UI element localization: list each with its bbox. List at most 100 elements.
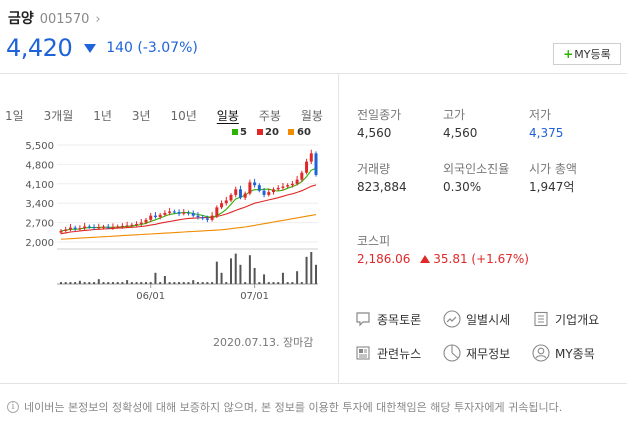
candle-body [149, 215, 153, 220]
volume-bar [277, 282, 280, 284]
stock-name[interactable]: 금양 [8, 11, 34, 27]
tab-3y[interactable]: 3년 [131, 109, 151, 123]
legend-label-5: 5 [240, 127, 247, 138]
y-tick-label: 4,800 [25, 160, 54, 171]
price-row: 4,420 140 (-3.07%) [6, 34, 198, 62]
candle-body [262, 190, 266, 195]
company-overview-link[interactable]: 기업개요 [532, 310, 599, 328]
legend-swatch-20 [257, 129, 263, 135]
volume-bar [168, 282, 171, 284]
candle-body [168, 211, 172, 213]
stock-chart[interactable]: 5 20 60 5,500 4,800 4,100 3,400 2,700 2,000 0… [0, 124, 330, 324]
stock-title[interactable]: 금양 001570 › [8, 8, 101, 28]
candle-body [253, 182, 257, 186]
tab-weekly-candle[interactable]: 주봉 [258, 109, 281, 123]
volume-bar [201, 282, 204, 284]
volume-bar [286, 282, 289, 284]
volume-bar [130, 282, 133, 284]
tab-10y[interactable]: 10년 [170, 109, 197, 123]
candle-body [153, 215, 157, 218]
tab-1d[interactable]: 1일 [5, 109, 24, 123]
low-label: 저가 [529, 108, 552, 122]
candle-body [172, 211, 176, 213]
volume-bar [248, 255, 251, 284]
candle-body [243, 193, 247, 198]
user-icon [532, 344, 550, 362]
market-cap: 시가 총액 1,947억 [529, 160, 577, 196]
tab-1y[interactable]: 1년 [93, 109, 112, 123]
tab-daily-candle[interactable]: 일봉 [216, 109, 239, 123]
chevron-right-icon[interactable]: › [95, 12, 101, 27]
candle-body [177, 212, 181, 214]
candle-body [295, 179, 299, 184]
volume-bar [78, 280, 81, 284]
candle-body [64, 229, 68, 231]
volume-bar [310, 252, 313, 284]
candle-body [135, 223, 139, 225]
candle-body [158, 214, 162, 218]
tab-monthly-candle[interactable]: 월봉 [300, 109, 323, 123]
candle-body [210, 215, 214, 220]
candle-body [286, 185, 290, 187]
related-news-link[interactable]: 관련뉴스 [354, 344, 421, 362]
volume-bar [192, 280, 195, 284]
high-value: 4,560 [443, 126, 478, 140]
tab-3m[interactable]: 3개월 [43, 109, 74, 123]
current-price: 4,420 [6, 34, 73, 62]
daily-price-link[interactable]: 일별시세 [443, 310, 510, 328]
volume-bar [102, 282, 105, 284]
candle-body [130, 224, 134, 226]
volume-bar [225, 282, 228, 284]
candle-body [187, 212, 190, 214]
candle-body [305, 161, 309, 173]
related-news-label: 관련뉴스 [377, 346, 422, 361]
x-axis-ticks: 06/01 07/01 [136, 284, 269, 302]
financial-info-link[interactable]: 재무정보 [443, 344, 510, 362]
volume-bar [74, 282, 77, 284]
disclaimer: i 네이버는 본정보의 정확성에 대해 보증하지 않으며, 본 정보를 이용한 … [7, 399, 562, 415]
legend-swatch-5 [232, 129, 238, 135]
candle-body [120, 225, 124, 227]
trend-icon [443, 310, 461, 328]
candle-body [257, 185, 261, 191]
candle-body [220, 203, 224, 208]
candle-body [224, 200, 228, 204]
volume-bar [97, 279, 100, 284]
candle-body [97, 227, 101, 229]
volume-bar [291, 282, 294, 284]
candle-body [92, 227, 96, 229]
disclaimer-text: 네이버는 본정보의 정확성에 대해 보증하지 않으며, 본 정보를 이용한 투자… [24, 401, 563, 414]
low-value: 4,375 [529, 126, 564, 140]
market-cap-label: 시가 총액 [529, 162, 577, 176]
volume-bar [64, 282, 67, 284]
volume-bar [83, 282, 86, 284]
chart-date: 2020.07.13. 장마감 [213, 336, 314, 349]
candle-body [111, 227, 115, 229]
volume-bar [178, 282, 181, 284]
y-tick-label: 2,000 [25, 238, 54, 249]
candle-body [215, 207, 219, 216]
my-stock-link[interactable]: MY종목 [532, 344, 595, 362]
x-tick-label: 06/01 [136, 291, 165, 302]
foreign-label: 외국인소진율 [443, 162, 510, 176]
discussion-link[interactable]: 종목토론 [354, 310, 421, 328]
my-register-button[interactable]: + MY등록 [553, 43, 621, 65]
candle-body [309, 153, 313, 162]
candle-body [116, 226, 120, 228]
candlesticks [59, 149, 318, 235]
volume-bar [305, 256, 308, 284]
candle-body [276, 187, 280, 190]
volume-bar [215, 261, 218, 284]
volume-bar [244, 282, 247, 284]
candle-body [196, 215, 200, 218]
volume-bar [296, 271, 299, 284]
info-icon: i [7, 401, 19, 413]
volume-bar [135, 282, 138, 284]
volume-bar [239, 264, 242, 284]
high-label: 고가 [443, 108, 466, 122]
high-price: 고가 4,560 [443, 106, 477, 142]
volume-bar [272, 282, 275, 284]
candle-body [191, 213, 195, 216]
prev-close-label: 전일종가 [357, 108, 402, 122]
volume-bar [182, 282, 185, 284]
